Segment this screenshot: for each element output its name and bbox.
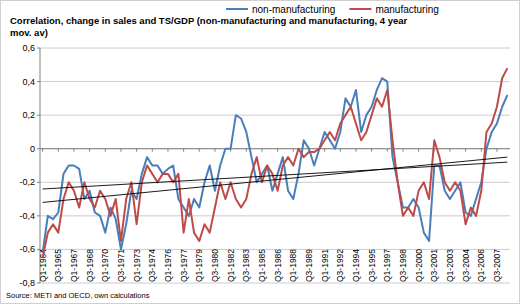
x-tick-label: Q1-1997 xyxy=(382,249,392,282)
x-tick xyxy=(42,149,43,152)
x-tick xyxy=(355,149,356,152)
x-tick xyxy=(340,149,341,152)
y-tick-label: -0,4 xyxy=(19,211,35,221)
legend-label: manufacturing xyxy=(375,4,438,15)
y-tick-label: 0 xyxy=(30,144,35,154)
x-tick-label: Q1-1979 xyxy=(194,249,204,282)
x-tick xyxy=(449,149,450,152)
x-tick-label: Q1-1994 xyxy=(351,249,361,282)
x-tick-label: Q1-1976 xyxy=(163,249,173,282)
x-tick-label: Q1-2000 xyxy=(414,249,424,282)
legend-key xyxy=(349,8,371,10)
legend-label: non-manufacturing xyxy=(252,4,335,15)
x-tick-label: Q3-1980 xyxy=(210,249,220,282)
y-tick-label: -0,2 xyxy=(19,177,35,187)
x-tick xyxy=(136,149,137,152)
x-tick xyxy=(371,149,372,152)
grid-line xyxy=(40,115,510,116)
x-tick xyxy=(152,149,153,152)
x-tick xyxy=(402,149,403,152)
series-line xyxy=(43,78,508,253)
x-tick-label: Q3-1971 xyxy=(116,249,126,282)
x-axis xyxy=(40,148,510,149)
x-tick-label: Q3-1995 xyxy=(367,249,377,282)
grid-line xyxy=(40,148,510,149)
x-tick xyxy=(387,149,388,152)
x-tick-label: Q3-1968 xyxy=(85,249,95,282)
x-tick-label: Q3-1983 xyxy=(241,249,251,282)
x-tick xyxy=(465,149,466,152)
x-tick-label: Q1-1973 xyxy=(132,249,142,282)
grid-line xyxy=(40,81,510,82)
y-tick-label: 0,2 xyxy=(22,110,35,120)
chart: Correlation, change in sales and TS/GDP … xyxy=(0,0,520,304)
x-tick-label: Q3-1989 xyxy=(304,249,314,282)
x-tick xyxy=(418,149,419,152)
x-tick-label: Q1-2006 xyxy=(476,249,486,282)
x-tick-label: Q3-1977 xyxy=(179,249,189,282)
x-tick-label: Q1-1991 xyxy=(320,249,330,282)
x-tick-label: Q3-2001 xyxy=(429,249,439,282)
x-tick xyxy=(246,149,247,152)
x-tick xyxy=(496,149,497,152)
x-tick xyxy=(183,149,184,152)
y-tick-label: -0,6 xyxy=(19,244,35,254)
x-tick-label: Q3-1998 xyxy=(398,249,408,282)
y-tick-label: 0,4 xyxy=(22,77,35,87)
x-tick-label: Q3-2007 xyxy=(492,249,502,282)
x-tick xyxy=(120,149,121,152)
x-tick xyxy=(167,149,168,152)
x-tick-label: Q1-1967 xyxy=(69,249,79,282)
x-tick-label: Q3-2004 xyxy=(461,249,471,282)
x-tick-label: Q3-1965 xyxy=(53,249,63,282)
legend: non-manufacturing manufacturing xyxy=(226,4,439,15)
title-line: mov. av) xyxy=(10,27,48,38)
y-tick-label: 0,6 xyxy=(22,43,35,53)
x-tick xyxy=(58,149,59,152)
x-tick xyxy=(324,149,325,152)
x-tick xyxy=(277,149,278,152)
x-tick-label: Q1-1985 xyxy=(257,249,267,282)
x-tick-label: Q3-1986 xyxy=(273,249,283,282)
background xyxy=(1,1,520,304)
x-tick xyxy=(293,149,294,152)
x-tick-label: Q1-1970 xyxy=(100,249,110,282)
x-tick-label: Q1-2003 xyxy=(445,249,455,282)
x-tick xyxy=(481,149,482,152)
legend-key xyxy=(226,8,248,10)
title: Correlation, change in sales and TS/GDP … xyxy=(10,15,408,38)
x-tick xyxy=(199,149,200,152)
trend-line xyxy=(43,157,508,202)
x-tick-label: Q1-1982 xyxy=(226,249,236,282)
x-tick xyxy=(73,149,74,152)
series-line xyxy=(43,68,508,258)
y-tick-label: -0,8 xyxy=(19,278,35,288)
x-tick xyxy=(89,149,90,152)
trend-line xyxy=(43,162,508,189)
source: Source: METI and OECD, own calculations xyxy=(6,291,150,300)
grid xyxy=(40,48,510,283)
x-tick-label: Q3-1992 xyxy=(335,249,345,282)
x-tick xyxy=(214,149,215,152)
x-tick xyxy=(261,149,262,152)
x-tick xyxy=(105,149,106,152)
grid-line xyxy=(40,48,510,49)
y-axis xyxy=(40,48,41,283)
x-tick-label: Q3-1974 xyxy=(147,249,157,282)
title-line: Correlation, change in sales and TS/GDP … xyxy=(10,15,408,26)
x-tick-label: Q1-1988 xyxy=(288,249,298,282)
plot-area xyxy=(43,68,508,258)
